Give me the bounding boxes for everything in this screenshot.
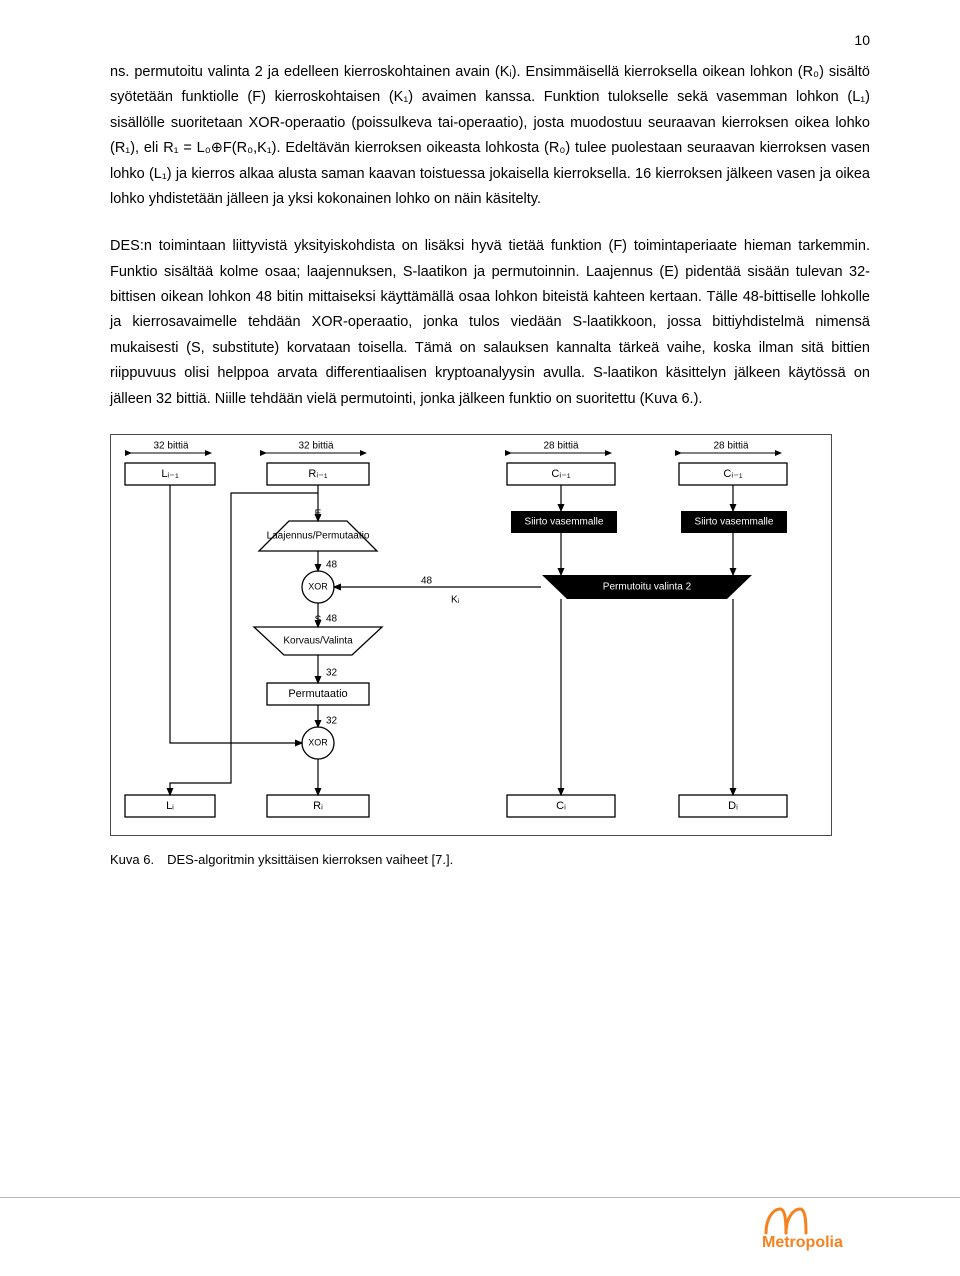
svg-text:Dᵢ: Dᵢ	[728, 800, 738, 812]
svg-text:Rᵢ₋₁: Rᵢ₋₁	[308, 468, 327, 480]
metropolia-logo: Metropolia	[760, 1203, 900, 1256]
svg-text:48: 48	[326, 614, 338, 625]
svg-text:XOR: XOR	[308, 737, 328, 747]
flowchart-svg: 32 bittiä 32 bittiä 28 bittiä 28 bittiä Lᵢ₋₁…	[111, 435, 831, 835]
svg-text:Cᵢ₋₁: Cᵢ₋₁	[551, 468, 570, 480]
footer-rule	[0, 1197, 960, 1198]
svg-text:Laajennus/Permutaatio: Laajennus/Permutaatio	[267, 531, 370, 542]
des-round-diagram: 32 bittiä 32 bittiä 28 bittiä 28 bittiä Lᵢ₋₁…	[110, 434, 832, 836]
figure-caption: Kuva 6. DES-algoritmin yksittäisen kierr…	[110, 852, 870, 867]
svg-text:Cᵢ: Cᵢ	[556, 800, 566, 812]
svg-text:XOR: XOR	[308, 581, 328, 591]
svg-text:48: 48	[326, 560, 338, 571]
svg-text:32: 32	[326, 716, 338, 727]
svg-text:Korvaus/Valinta: Korvaus/Valinta	[283, 636, 353, 647]
svg-text:Rᵢ: Rᵢ	[313, 800, 323, 812]
svg-text:Permutoitu valinta 2: Permutoitu valinta 2	[603, 582, 692, 593]
svg-text:32: 32	[326, 668, 338, 679]
svg-text:48: 48	[421, 576, 433, 587]
svg-text:Lᵢ₋₁: Lᵢ₋₁	[161, 468, 179, 480]
svg-text:32 bittiä: 32 bittiä	[153, 441, 188, 452]
svg-text:Permutaatio: Permutaatio	[288, 688, 347, 700]
page: 10 ns. permutoitu valinta 2 ja edelleen …	[0, 0, 960, 1276]
svg-text:28 bittiä: 28 bittiä	[713, 441, 748, 452]
svg-text:Kᵢ: Kᵢ	[451, 595, 460, 606]
svg-text:28 bittiä: 28 bittiä	[543, 441, 578, 452]
paragraph-1: ns. permutoitu valinta 2 ja edelleen kie…	[110, 60, 870, 212]
page-number: 10	[854, 32, 870, 48]
svg-text:32 bittiä: 32 bittiä	[298, 441, 333, 452]
svg-text:Siirto vasemmalle: Siirto vasemmalle	[525, 517, 604, 528]
svg-text:Siirto vasemmalle: Siirto vasemmalle	[695, 517, 774, 528]
svg-text:Lᵢ: Lᵢ	[166, 800, 174, 812]
svg-text:Cᵢ₋₁: Cᵢ₋₁	[723, 468, 742, 480]
paragraph-2: DES:n toimintaan liittyvistä yksityiskoh…	[110, 234, 870, 412]
logo-text: Metropolia	[762, 1234, 843, 1251]
